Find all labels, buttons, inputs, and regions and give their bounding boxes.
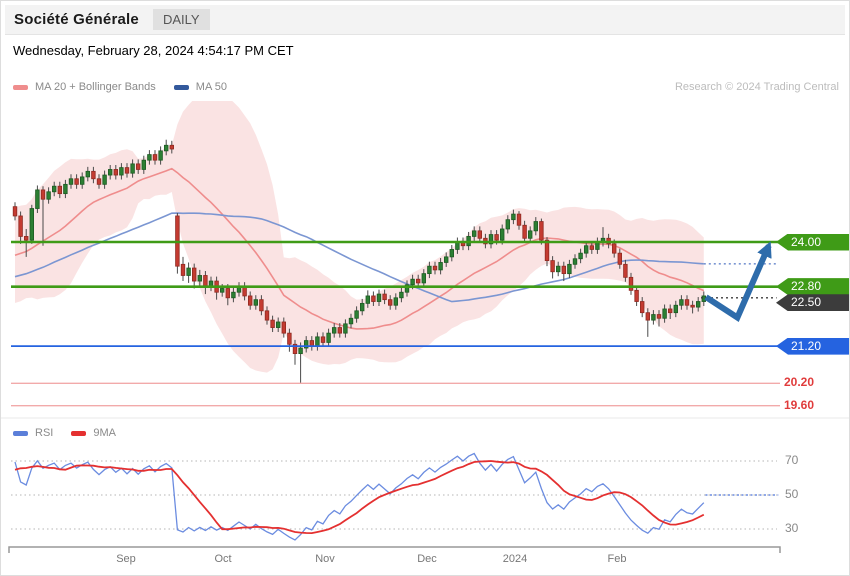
ma50-legend-label: MA 50 — [195, 81, 227, 93]
price-level-label-20.20: 20.20 — [784, 375, 815, 390]
ma20-legend-label: MA 20 + Bollinger Bands — [35, 81, 156, 93]
price-level-badge-22.50: 22.50 — [776, 294, 849, 312]
ma50-swatch-icon — [173, 84, 189, 90]
x-tick-Oct: Oct — [214, 553, 232, 565]
timeframe-badge: DAILY — [152, 9, 210, 30]
rsi-gridline-label-30: 30 — [785, 521, 799, 535]
x-tick-Nov: Nov — [315, 553, 335, 565]
rsi-gridline-label-50: 50 — [785, 487, 799, 501]
rsi-legend-label: RSI — [35, 427, 54, 439]
legend-9ma: 9MA — [71, 427, 116, 439]
price-level-badge-21.20: 21.20 — [776, 337, 849, 355]
legend-ma20-bollinger: MA 20 + Bollinger Bands — [13, 81, 156, 93]
price-level-label-19.60: 19.60 — [784, 397, 815, 412]
rsi-9ma-legend-label: 9MA — [93, 427, 116, 439]
x-tick-Dec: Dec — [417, 553, 437, 565]
rsi-9ma-swatch-icon — [71, 430, 87, 436]
x-tick-2024: 2024 — [502, 553, 528, 565]
ma20-swatch-icon — [13, 84, 28, 90]
header-bar: Société Générale DAILY — [5, 5, 845, 35]
x-tick-Sep: Sep — [116, 553, 136, 565]
rsi-gridline-label-70: 70 — [785, 453, 799, 467]
instrument-title: Société Générale — [14, 11, 139, 28]
forecast-arrow — [704, 241, 772, 322]
timestamp: Wednesday, February 28, 2024 4:54:17 PM … — [13, 43, 294, 58]
price-level-badge-24.00: 24.00 — [776, 233, 849, 251]
price-legend: MA 20 + Bollinger Bands MA 50 — [13, 81, 227, 93]
x-tick-Feb: Feb — [607, 553, 627, 565]
rsi-swatch-icon — [13, 430, 28, 436]
price-level-badge-22.80: 22.80 — [776, 278, 849, 296]
legend-ma50: MA 50 — [173, 81, 227, 93]
rsi-legend: RSI 9MA — [13, 427, 116, 439]
legend-rsi: RSI — [13, 427, 53, 439]
research-credit: Research © 2024 Trading Central — [674, 81, 839, 93]
